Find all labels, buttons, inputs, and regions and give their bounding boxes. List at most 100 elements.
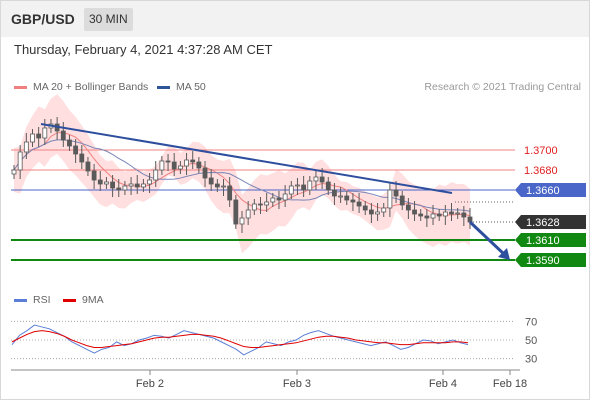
candle-body bbox=[467, 216, 473, 223]
x-tick-label: Feb 4 bbox=[429, 378, 457, 390]
candle-body bbox=[60, 130, 66, 141]
header-bar: GBP/USD 30 MIN bbox=[1, 1, 589, 37]
legend-ma-bollinger: MA 20 + Bollinger Bands bbox=[14, 81, 148, 93]
x-tick-label: Feb 2 bbox=[136, 378, 164, 390]
candle-body bbox=[332, 189, 337, 197]
forecast-arrow-head bbox=[498, 248, 510, 260]
candle-body bbox=[214, 183, 220, 188]
candle-body bbox=[424, 215, 430, 219]
candle-body bbox=[91, 170, 97, 181]
legend-swatch-9ma bbox=[63, 298, 76, 302]
candle-body bbox=[338, 195, 343, 198]
downtrend-line bbox=[40, 123, 453, 194]
ma20-line bbox=[13, 131, 471, 217]
pivot-tag bbox=[515, 183, 586, 197]
candle-body bbox=[436, 213, 442, 217]
candle-body bbox=[381, 207, 387, 213]
forecast-arrow-shaft bbox=[468, 220, 508, 258]
x-tick-label: Feb 18 bbox=[493, 378, 527, 390]
candle-body bbox=[153, 169, 159, 181]
candle-body bbox=[17, 151, 23, 171]
candle-body bbox=[128, 183, 134, 187]
current-price-label: 1.3628 bbox=[526, 217, 560, 229]
rsi-9ma-line bbox=[11, 330, 469, 348]
candle-body bbox=[30, 133, 35, 143]
candle-body bbox=[104, 181, 109, 185]
candle-body bbox=[461, 212, 467, 218]
candle-body bbox=[79, 153, 85, 163]
candle-body bbox=[369, 209, 374, 215]
candle-body bbox=[319, 176, 325, 183]
candle-body bbox=[97, 179, 103, 185]
candle-body bbox=[430, 213, 436, 219]
candle-body bbox=[23, 141, 29, 153]
candle-body bbox=[110, 181, 115, 189]
candle-body bbox=[67, 139, 72, 147]
candle-body bbox=[442, 211, 448, 217]
support-tag bbox=[515, 253, 586, 267]
candle-body bbox=[73, 145, 79, 155]
candle-body bbox=[325, 181, 331, 191]
candle-body bbox=[184, 159, 189, 167]
candle-body bbox=[239, 217, 245, 225]
candle-body bbox=[264, 201, 270, 206]
candle-body bbox=[276, 197, 282, 201]
candle-body bbox=[233, 199, 239, 225]
candle-body bbox=[270, 197, 276, 203]
ma50-line bbox=[13, 139, 471, 212]
legend-9ma: 9MA bbox=[63, 294, 104, 306]
copyright-text: Research © 2021 Trading Central bbox=[424, 81, 581, 93]
support-label: 1.3610 bbox=[526, 235, 560, 247]
candle-body bbox=[227, 185, 233, 201]
rsi-line bbox=[11, 324, 469, 356]
candle-body bbox=[356, 201, 362, 207]
candle-body bbox=[405, 204, 411, 211]
candle-body bbox=[171, 161, 177, 170]
candle-body bbox=[36, 133, 42, 139]
candle-body bbox=[313, 176, 319, 182]
candle-body bbox=[251, 203, 257, 211]
candle-body bbox=[147, 179, 152, 185]
candle-body bbox=[449, 211, 454, 215]
rsi-tick-label: 50 bbox=[525, 335, 537, 347]
candle-body bbox=[208, 177, 214, 185]
candle-body bbox=[258, 203, 263, 206]
candle-body bbox=[196, 161, 202, 169]
bollinger-band bbox=[14, 94, 470, 254]
legend-label-ma-bollinger: MA 20 + Bollinger Bands bbox=[33, 81, 149, 93]
candle-body bbox=[295, 184, 300, 187]
candle-body bbox=[399, 195, 405, 206]
rsi-tick-label: 30 bbox=[525, 354, 537, 366]
current-price-tag bbox=[515, 215, 586, 229]
candle-body bbox=[85, 161, 91, 172]
candle-body bbox=[134, 183, 140, 188]
candle-body bbox=[141, 183, 146, 188]
support-tag bbox=[515, 233, 586, 247]
legend-swatch-ma50 bbox=[157, 85, 170, 89]
x-tick-label: Feb 3 bbox=[283, 378, 311, 390]
timestamp: Thursday, February 4, 2021 4:37:28 AM CE… bbox=[14, 42, 273, 57]
candle-body bbox=[11, 169, 17, 175]
candle-body bbox=[455, 212, 461, 215]
candle-body bbox=[190, 159, 196, 163]
resistance-label: 1.3680 bbox=[524, 165, 558, 177]
candle-body bbox=[159, 160, 165, 171]
candle-body bbox=[42, 127, 48, 139]
support-label: 1.3590 bbox=[526, 255, 560, 267]
candle-body bbox=[122, 185, 128, 191]
candle-body bbox=[165, 160, 171, 163]
candle-body bbox=[387, 189, 393, 209]
candle-body bbox=[344, 195, 350, 201]
legend-label-ma50: MA 50 bbox=[176, 81, 206, 93]
candle-body bbox=[350, 199, 356, 203]
interval-badge[interactable]: 30 MIN bbox=[84, 8, 133, 31]
candle-body bbox=[301, 184, 307, 191]
rsi-tick-label: 70 bbox=[525, 316, 537, 328]
candle-body bbox=[362, 205, 368, 211]
legend-rsi: RSI bbox=[14, 294, 51, 306]
candle-body bbox=[288, 185, 294, 195]
candle-body bbox=[177, 165, 183, 170]
candle-body bbox=[412, 209, 417, 215]
candle-body bbox=[245, 209, 251, 219]
